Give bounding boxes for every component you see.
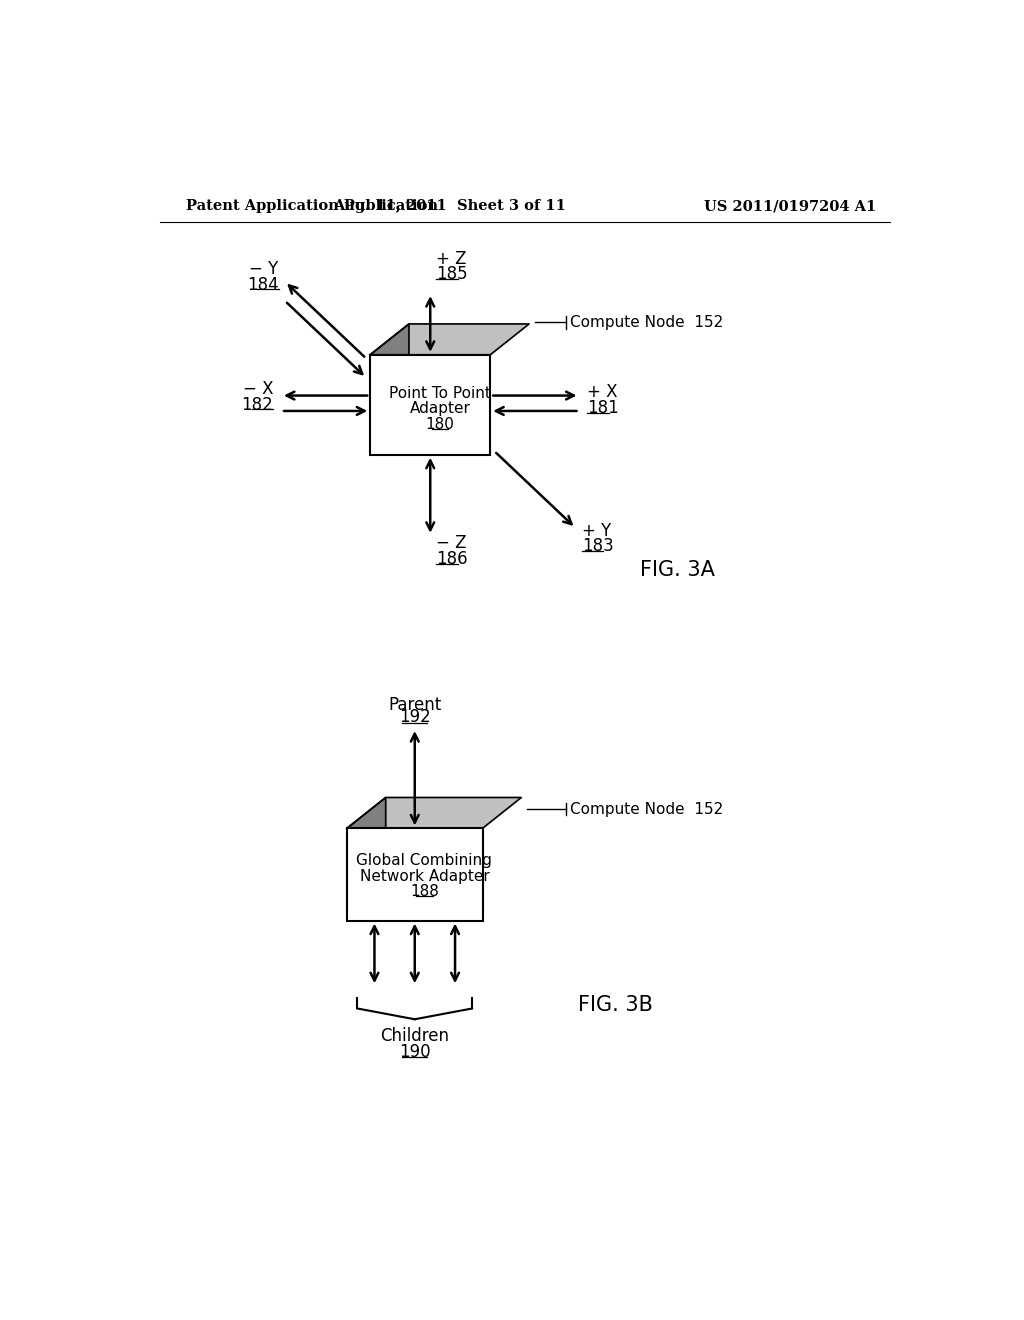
Text: 184: 184 [247, 276, 279, 293]
Text: Global Combining: Global Combining [356, 853, 493, 869]
Bar [371, 355, 490, 455]
Text: − Y: − Y [250, 260, 279, 279]
Text: Network Adapter: Network Adapter [359, 869, 489, 883]
Text: Point To Point: Point To Point [389, 385, 490, 401]
Polygon shape [347, 797, 386, 921]
Text: 190: 190 [399, 1043, 430, 1060]
Text: 180: 180 [426, 417, 455, 432]
Bar [347, 829, 482, 921]
Text: Parent: Parent [388, 696, 441, 714]
Polygon shape [371, 323, 529, 355]
Text: Compute Node  152: Compute Node 152 [569, 801, 723, 817]
Text: 192: 192 [399, 709, 431, 726]
Text: 186: 186 [436, 550, 468, 568]
Text: 183: 183 [582, 537, 613, 556]
Text: 188: 188 [410, 884, 439, 899]
Text: 185: 185 [436, 265, 468, 282]
Text: − X: − X [243, 380, 273, 399]
Text: Patent Application Publication: Patent Application Publication [186, 199, 438, 213]
Text: Children: Children [380, 1027, 450, 1045]
Text: Aug. 11, 2011  Sheet 3 of 11: Aug. 11, 2011 Sheet 3 of 11 [333, 199, 566, 213]
Text: Adapter: Adapter [410, 401, 470, 416]
Text: FIG. 3B: FIG. 3B [578, 995, 652, 1015]
Text: FIG. 3A: FIG. 3A [640, 561, 715, 581]
Text: Compute Node  152: Compute Node 152 [569, 315, 723, 330]
Polygon shape [347, 797, 521, 829]
Text: − Z: − Z [436, 535, 467, 552]
Text: 182: 182 [242, 396, 273, 413]
Text: US 2011/0197204 A1: US 2011/0197204 A1 [705, 199, 877, 213]
Text: + Y: + Y [582, 523, 611, 540]
Text: + X: + X [587, 384, 617, 401]
Polygon shape [371, 323, 409, 455]
Text: 181: 181 [587, 399, 618, 417]
Text: + Z: + Z [436, 249, 467, 268]
